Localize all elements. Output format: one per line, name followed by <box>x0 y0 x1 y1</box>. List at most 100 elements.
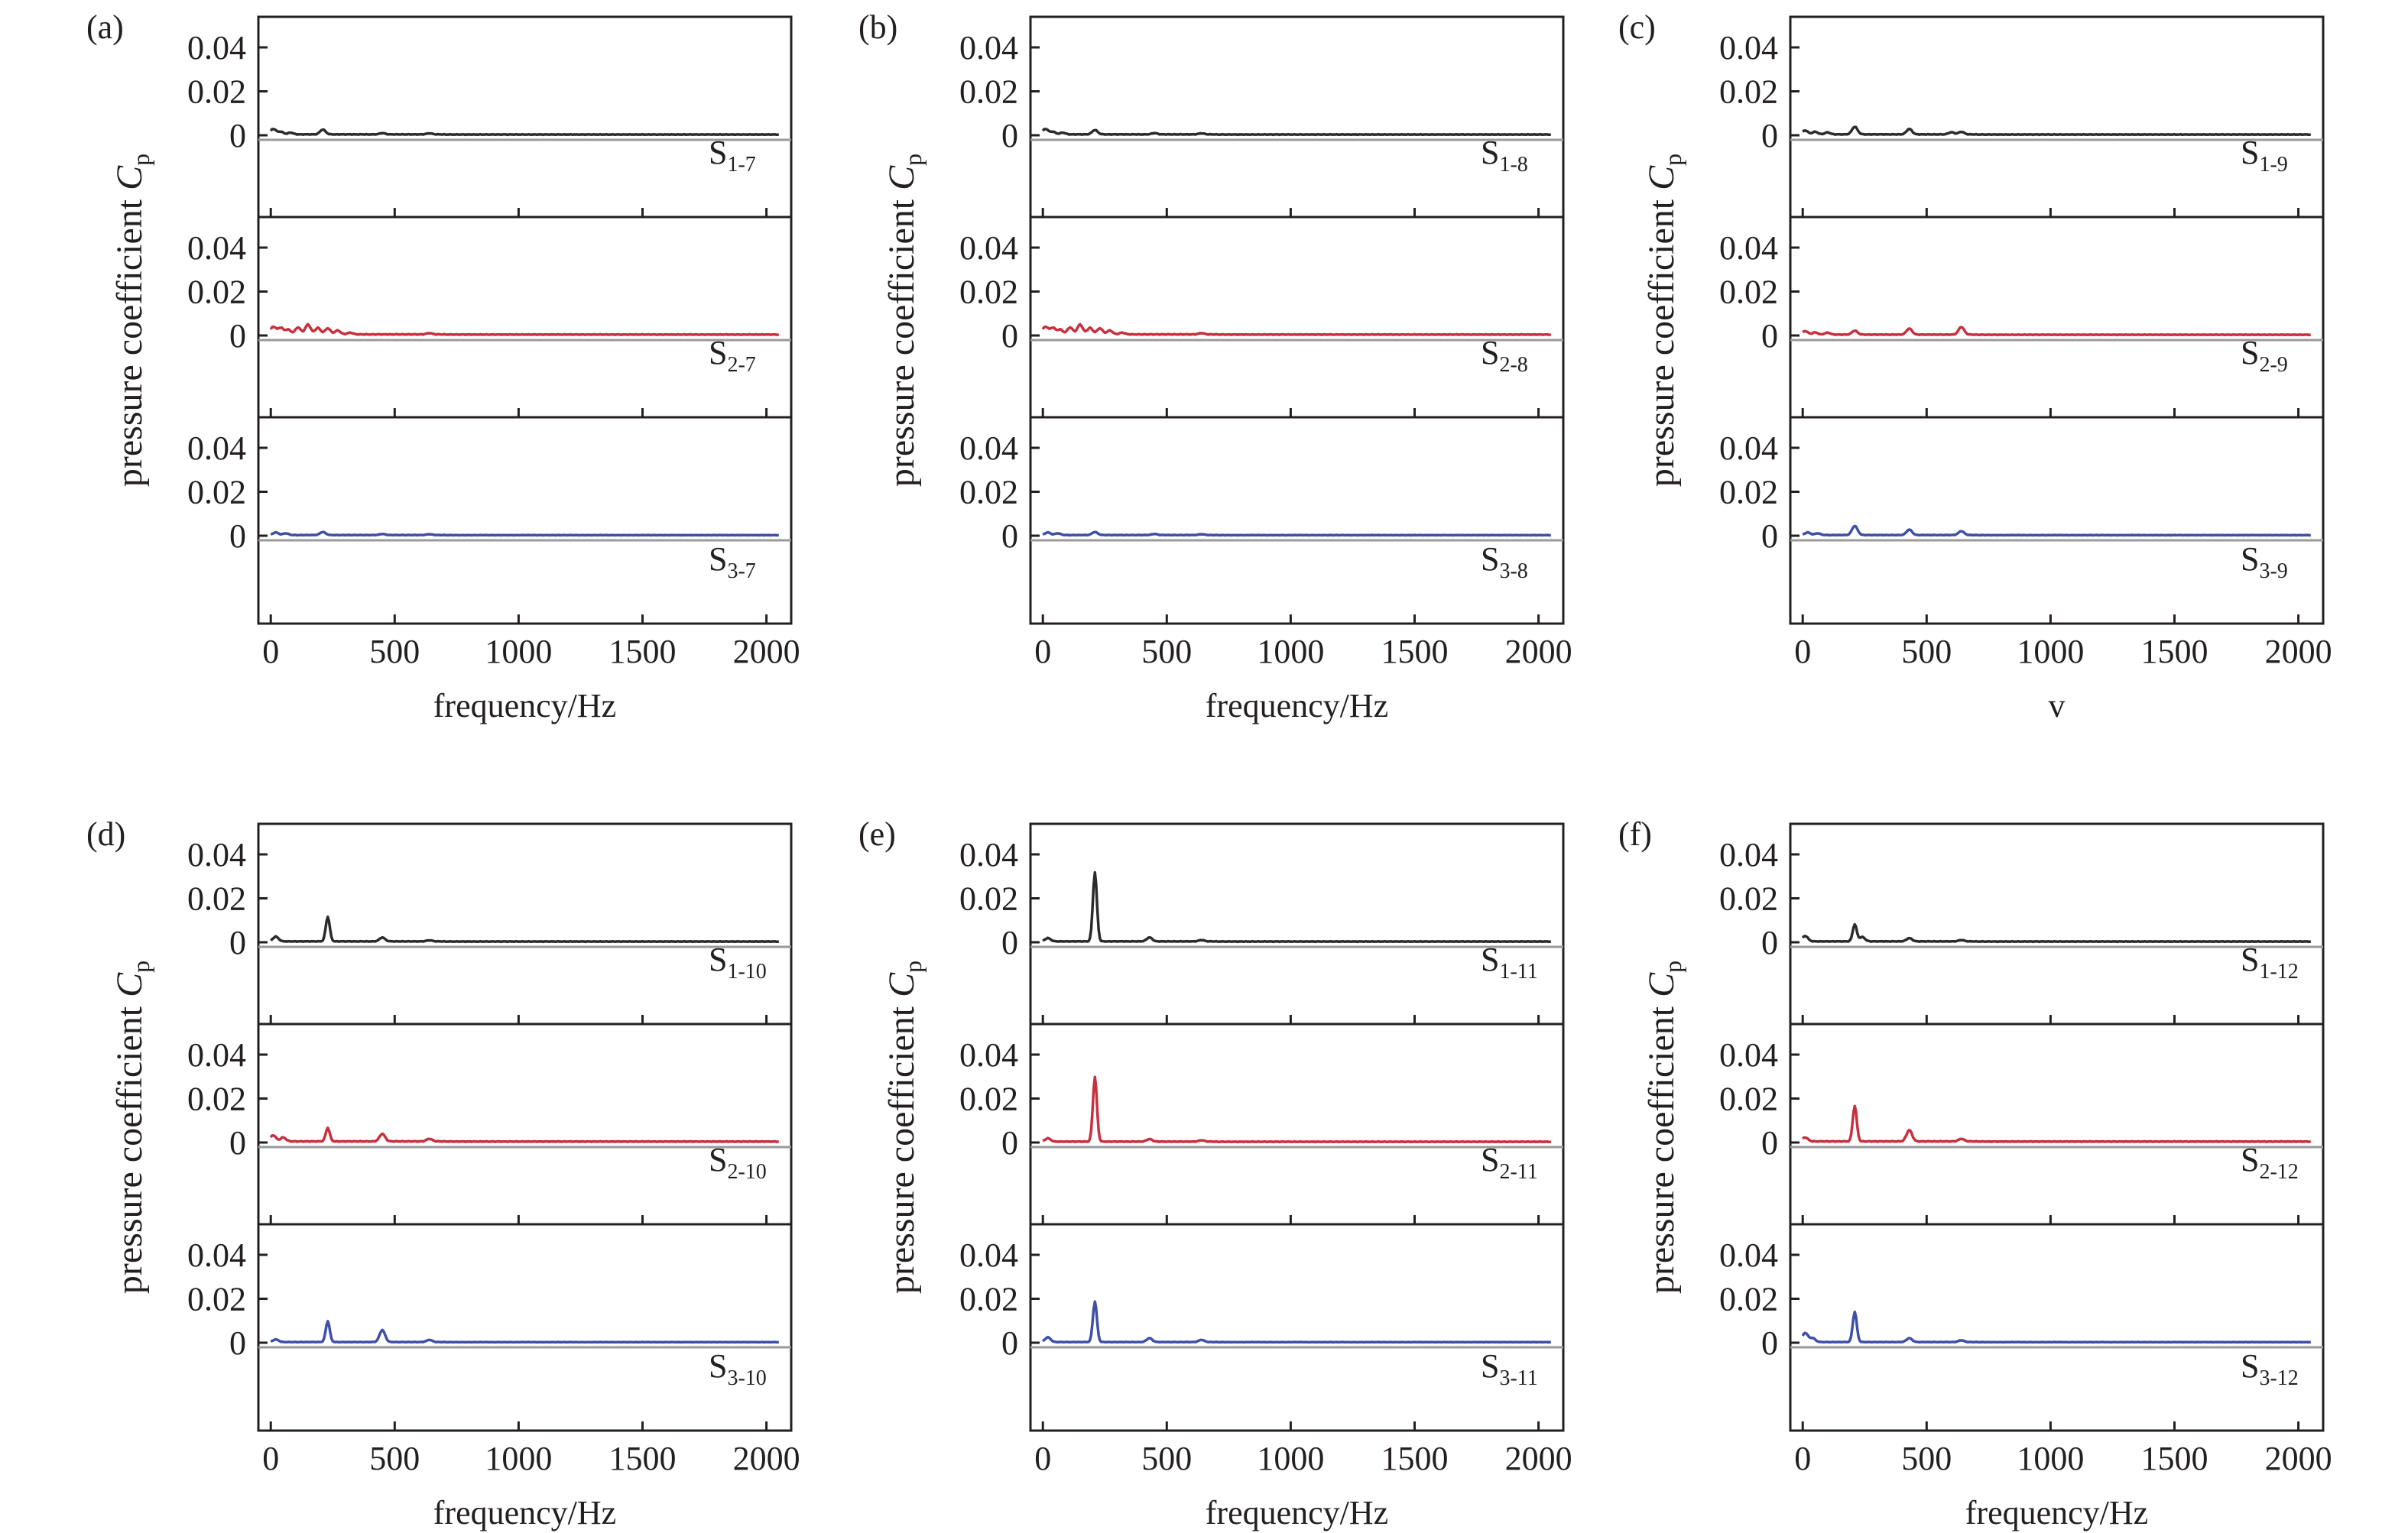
y-axis-label: pressure coefficient Cp <box>1641 961 1686 1294</box>
axes-frame <box>1789 416 2325 625</box>
x-axis-label: frequency/Hz <box>433 1494 616 1531</box>
x-tick-label: 0 <box>262 633 279 670</box>
x-axis-label: frequency/Hz <box>1965 1494 2148 1531</box>
y-tick-label: 0 <box>229 117 246 154</box>
x-tick-label: 0 <box>1034 633 1051 670</box>
panel-c: (c) 0 0.02 0.04 S1-9 0 0.02 0.04 S2-9 0 0.02 0.04 S3… <box>1618 8 2332 724</box>
series-line-3-11 <box>1042 1300 1552 1344</box>
subplot-S2-12: 0 0.02 0.04 S2-12 <box>1719 1023 2325 1226</box>
y-tick-label: 0.04 <box>187 429 246 467</box>
subplot-S3-8: 0 0.02 0.04 S3-8 <box>959 416 1565 625</box>
axes-frame <box>1789 1023 2325 1226</box>
y-tick-label: 0.02 <box>187 880 246 918</box>
axes-frame <box>257 15 793 219</box>
y-tick-label: 0 <box>1761 1124 1778 1162</box>
sensor-label: S2-9 <box>2241 334 2288 377</box>
y-tick-label: 0 <box>1761 517 1778 555</box>
subplot-S2-10: 0 0.02 0.04 S2-10 <box>187 1023 793 1226</box>
y-tick-label: 0.02 <box>187 73 246 111</box>
x-tick-label: 500 <box>1141 633 1192 670</box>
sensor-label: S1-9 <box>2241 134 2288 177</box>
panel-label: (a) <box>86 8 124 46</box>
x-tick-label: 0 <box>1034 1440 1051 1477</box>
y-tick-label: 0 <box>1001 1124 1018 1162</box>
y-tick-label: 0.02 <box>187 274 246 311</box>
series-line-1-10 <box>270 915 780 944</box>
y-tick-label: 0.04 <box>1719 1036 1778 1074</box>
y-tick-label: 0 <box>229 1324 246 1362</box>
y-axis-label: pressure coefficient Cp <box>881 961 927 1294</box>
y-tick-label: 0.04 <box>959 229 1018 267</box>
series-line-2-8 <box>1041 322 1552 336</box>
y-tick-label: 0.02 <box>187 1281 246 1318</box>
y-tick-label: 0 <box>1761 317 1778 355</box>
y-tick-label: 0.04 <box>187 836 246 873</box>
x-tick-label: 2000 <box>733 1440 800 1477</box>
panel-label: (d) <box>86 815 125 853</box>
y-tick-label: 0.04 <box>959 1236 1018 1274</box>
panel-e: (e) 0 0.02 0.04 S1-11 0 0.02 0.04 S2-11 0 0.02 0.04… <box>858 815 1572 1531</box>
panel-d: (d) 0 0.02 0.04 S1-10 0 0.02 0.04 S2-10 0 0.02 0.04… <box>86 815 800 1531</box>
y-tick-label: 0.04 <box>1719 29 1778 66</box>
y-tick-label: 0 <box>229 317 246 355</box>
panel-label: (f) <box>1618 815 1652 853</box>
x-tick-label: 500 <box>1901 1440 1952 1477</box>
series-line-3-10 <box>270 1320 780 1344</box>
x-tick-label: 1000 <box>1257 633 1324 670</box>
x-tick-label: 0 <box>1794 633 1811 670</box>
series-line-3-8 <box>1042 530 1552 537</box>
x-tick-label: 2000 <box>2265 633 2332 670</box>
axes-frame <box>1029 216 1565 419</box>
x-tick-label: 2000 <box>1505 633 1572 670</box>
y-tick-label: 0.02 <box>187 474 246 511</box>
y-tick-label: 0.02 <box>1719 474 1778 511</box>
axes-frame <box>1789 822 2325 1026</box>
axes-frame <box>257 416 793 625</box>
series-line-2-10 <box>269 1126 780 1143</box>
series-line-1-8 <box>1041 128 1552 137</box>
y-tick-label: 0.04 <box>959 1036 1018 1074</box>
y-tick-label: 0 <box>1001 317 1018 355</box>
subplot-S3-10: 0 0.02 0.04 S3-10 <box>187 1223 793 1432</box>
axes-frame <box>257 216 793 419</box>
series-line-1-7 <box>269 128 780 137</box>
axes-frame <box>1029 15 1565 219</box>
x-tick-label: 2000 <box>2265 1440 2332 1477</box>
x-tick-label: 1000 <box>2017 633 2084 670</box>
series-line-2-11 <box>1042 1075 1552 1144</box>
y-tick-label: 0.02 <box>1719 73 1778 111</box>
x-tick-label: 500 <box>1141 1440 1192 1477</box>
x-axis-label: frequency/Hz <box>1206 1494 1388 1531</box>
series-line-2-9 <box>1802 326 2312 337</box>
y-tick-label: 0 <box>1001 517 1018 555</box>
x-tick-label: 1500 <box>608 633 676 670</box>
y-tick-label: 0.04 <box>959 429 1018 467</box>
y-tick-label: 0 <box>1761 117 1778 154</box>
sensor-label: S2-11 <box>1481 1141 1538 1184</box>
panel-a: (a) 0 0.02 0.04 S1-7 0 0.02 0.04 S2-7 0 0.02 0.04 S3… <box>86 8 800 724</box>
x-tick-label: 1000 <box>485 633 552 670</box>
y-tick-label: 0.02 <box>1719 274 1778 311</box>
sensor-label: S3-8 <box>1481 540 1528 583</box>
subplot-S1-11: 0 0.02 0.04 S1-11 <box>959 822 1565 1026</box>
y-tick-label: 0.02 <box>1719 1081 1778 1118</box>
sensor-label: S3-12 <box>2241 1347 2299 1390</box>
x-axis-label: frequency/Hz <box>1206 687 1388 724</box>
series-line-3-7 <box>270 530 780 537</box>
x-axis-label: v <box>2049 687 2066 724</box>
axes-frame <box>1029 1223 1565 1432</box>
sensor-label: S3-10 <box>709 1347 767 1390</box>
y-tick-label: 0 <box>1001 924 1018 961</box>
axes-frame <box>257 1023 793 1226</box>
x-tick-label: 1000 <box>1257 1440 1324 1477</box>
y-tick-label: 0.02 <box>187 1081 246 1118</box>
subplot-S2-11: 0 0.02 0.04 S2-11 <box>959 1023 1565 1226</box>
axes-frame <box>1789 15 2325 219</box>
y-tick-label: 0 <box>1761 924 1778 961</box>
axes-frame <box>1029 822 1565 1026</box>
y-tick-label: 0.02 <box>959 880 1018 918</box>
sensor-label: S2-8 <box>1481 334 1528 377</box>
x-tick-label: 1500 <box>2140 633 2208 670</box>
series-line-3-12 <box>1801 1310 2312 1344</box>
